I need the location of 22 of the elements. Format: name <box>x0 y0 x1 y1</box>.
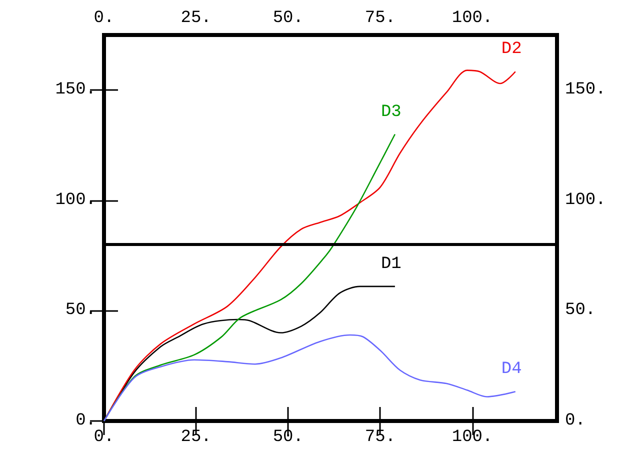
y-tick-label: 150. <box>565 80 606 100</box>
y-tick-label: 50. <box>565 301 596 320</box>
x2-tick-label: 25. <box>180 9 212 28</box>
y-tick-label: 100. <box>565 190 606 210</box>
x-tick-label: 100. <box>452 428 493 447</box>
x-tick-label: 50. <box>272 428 304 447</box>
x2-tick-label: 50. <box>272 9 304 28</box>
series-label: D3 <box>380 102 402 122</box>
series-label: D2 <box>501 40 522 60</box>
y2-tick-label: 50. <box>65 301 96 320</box>
y2-tick-label: 150. <box>55 80 96 100</box>
x-tick-label: 75. <box>364 428 396 447</box>
y-tick-label: 0. <box>565 412 586 430</box>
y2-tick-label: 0. <box>76 412 96 430</box>
series-label: D4 <box>501 360 522 380</box>
x-tick-label: 0. <box>94 428 114 447</box>
x2-tick-label: 75. <box>364 9 396 28</box>
series-label: D1 <box>380 254 402 274</box>
x2-tick-label: 0. <box>94 9 114 28</box>
x-tick-label: 25. <box>180 428 212 447</box>
y2-tick-label: 100. <box>55 190 96 210</box>
x2-tick-label: 100. <box>452 9 493 28</box>
